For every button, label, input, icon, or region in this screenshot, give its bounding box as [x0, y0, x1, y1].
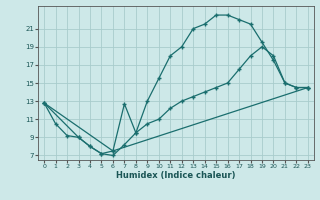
X-axis label: Humidex (Indice chaleur): Humidex (Indice chaleur)	[116, 171, 236, 180]
